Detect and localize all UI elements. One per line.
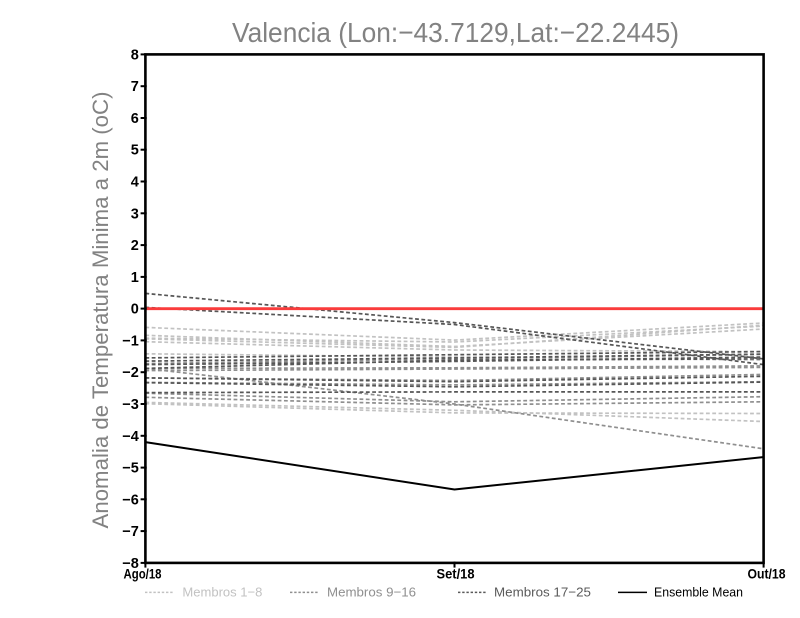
svg-text:−7: −7 [122,524,139,540]
svg-text:−4: −4 [122,429,139,445]
svg-text:Out/18: Out/18 [748,567,786,582]
svg-text:4: 4 [131,175,139,191]
svg-text:5: 5 [131,143,139,159]
svg-text:−2: −2 [122,365,139,381]
svg-text:Membros 1−8: Membros 1−8 [182,584,262,599]
svg-text:8: 8 [131,47,139,63]
svg-text:−1: −1 [122,333,139,349]
svg-text:6: 6 [131,111,139,127]
svg-text:Membros 9−16: Membros 9−16 [327,584,416,599]
svg-text:Set/18: Set/18 [437,567,475,582]
svg-text:7: 7 [131,79,139,95]
svg-text:Valencia (Lon:−43.7129,Lat:−2: Valencia (Lon:−43.7129,Lat:−22.2445) [232,17,679,48]
svg-text:1: 1 [131,270,139,286]
svg-text:Ago/18: Ago/18 [124,567,162,582]
svg-text:−3: −3 [122,397,139,413]
svg-text:−8: −8 [122,556,139,572]
svg-text:Ensemble Mean: Ensemble Mean [654,584,743,599]
svg-text:Membros 17−25: Membros 17−25 [494,584,591,599]
svg-text:Anomalia de Temperatura Minima: Anomalia de Temperatura Minima a 2m (oC) [88,92,113,529]
svg-text:−5: −5 [122,461,139,477]
svg-text:−6: −6 [122,492,139,508]
svg-text:0: 0 [131,302,139,318]
svg-text:2: 2 [131,238,139,254]
svg-text:3: 3 [131,206,139,222]
